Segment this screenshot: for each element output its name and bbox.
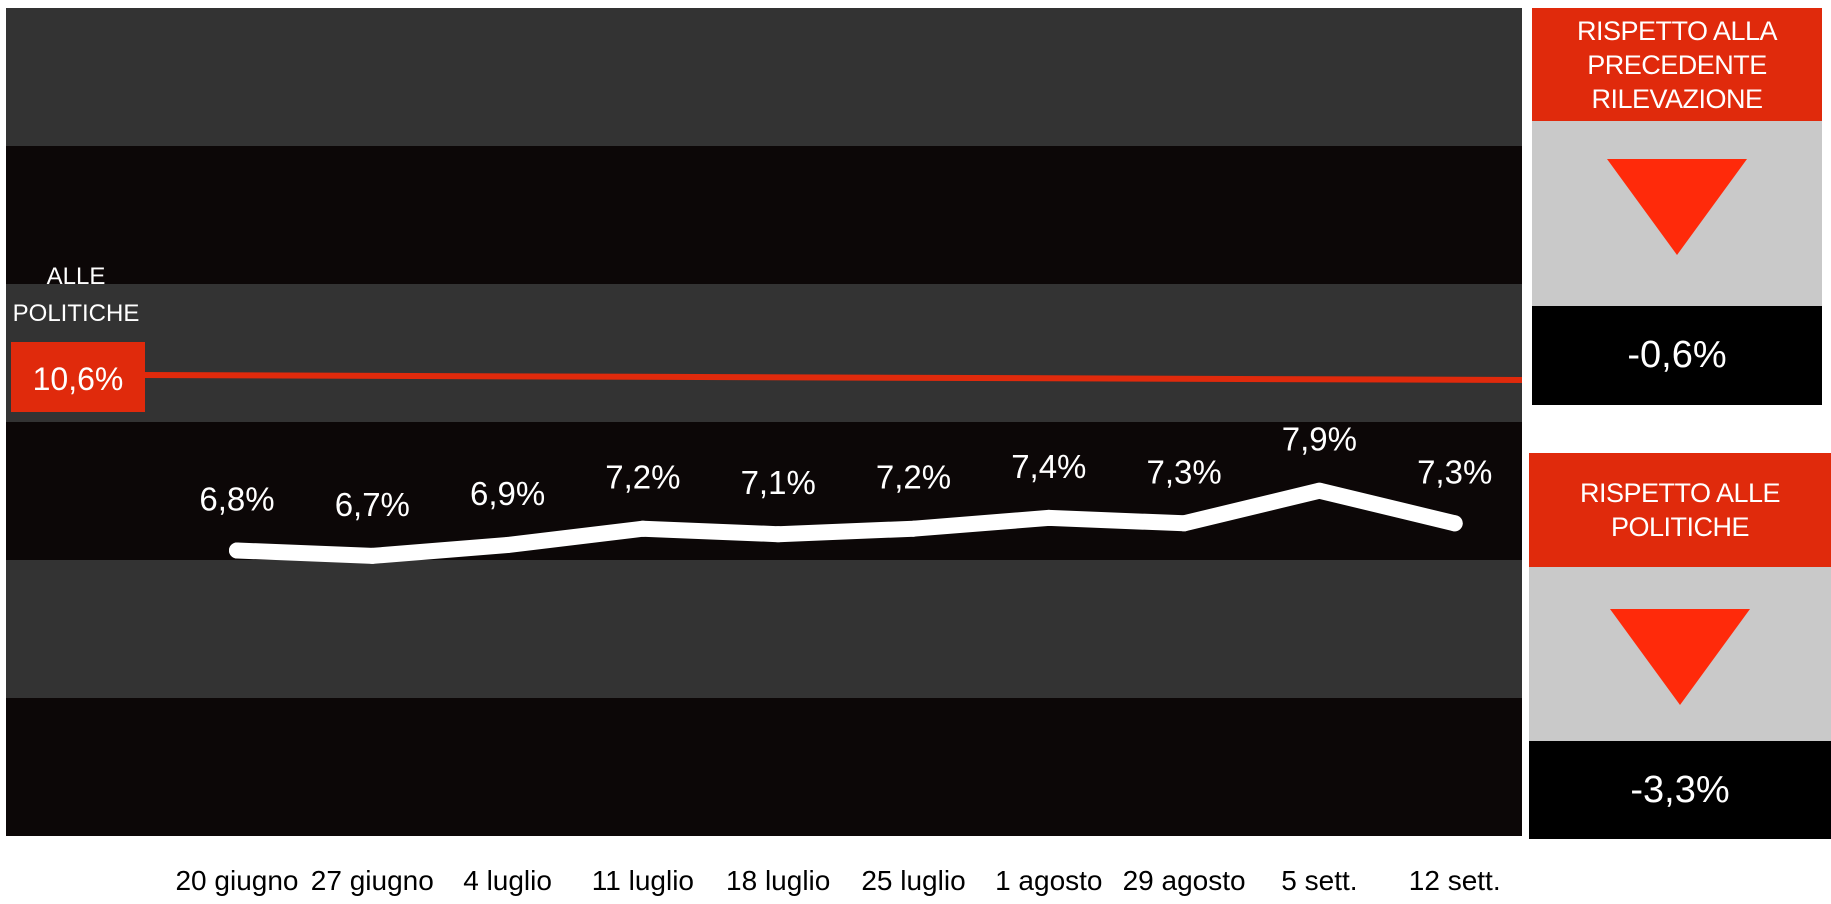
band (6, 8, 1522, 146)
x-tick-label: 27 giugno (311, 865, 434, 896)
data-label: 7,3% (1417, 453, 1492, 490)
reference-caption: ALLE (47, 263, 106, 290)
x-tick-label: 1 agosto (995, 865, 1102, 896)
data-label: 7,9% (1282, 421, 1357, 458)
series-group: 6,8% 6,7% 6,9% 7,2% 7,1% 7,2% 7,4% 7,3% 7,9% 7,3% (199, 421, 1492, 564)
data-label: 7,3% (1146, 453, 1221, 490)
data-label: 7,4% (1011, 448, 1086, 485)
reference-caption: POLITICHE (13, 300, 140, 327)
x-tick-label: 18 luglio (726, 865, 830, 896)
band (6, 698, 1522, 836)
panel-title-line: RISPETTO ALLA (1576, 15, 1778, 46)
data-point (1176, 515, 1193, 532)
data-point (1311, 482, 1328, 499)
panel-indicator-previous (1532, 121, 1822, 306)
reference-value-label: 10,6% (33, 361, 124, 397)
data-label: 7,1% (741, 464, 816, 501)
series-line (229, 482, 1463, 564)
x-tick-label: 25 luglio (861, 865, 965, 896)
panel-indicator-politiche (1529, 567, 1831, 741)
x-tick-label: 11 luglio (592, 865, 694, 896)
panel-title-line: PRECEDENTE RILEVAZIONE (1587, 49, 1767, 114)
down-triangle-icon (1607, 159, 1747, 255)
delta-value: -3,3% (1630, 768, 1730, 811)
band (6, 146, 1522, 284)
data-label: 6,8% (199, 480, 274, 517)
data-point (905, 520, 922, 537)
data-point (1040, 509, 1057, 526)
x-tick-label: 4 luglio (463, 865, 552, 896)
data-point (364, 547, 381, 564)
x-tick-label: 20 giugno (175, 865, 298, 896)
reference-label-box (11, 342, 145, 412)
panel-header-politiche: RISPETTO ALLE POLITICHE (1529, 453, 1831, 567)
band (6, 560, 1522, 698)
data-point (499, 537, 516, 554)
x-tick-label: 12 sett. (1409, 865, 1501, 896)
panel-header-previous: RISPETTO ALLA PRECEDENTE RILEVAZIONE (1532, 8, 1822, 121)
band (6, 284, 1522, 422)
x-tick-label: 29 agosto (1123, 865, 1246, 896)
x-axis-labels: 20 giugno 27 giugno 4 luglio 11 luglio 18 lu… (175, 865, 1500, 896)
data-label: 6,7% (335, 486, 410, 523)
data-label: 7,2% (876, 459, 951, 496)
x-tick-label: 5 sett. (1281, 865, 1357, 896)
data-point (1446, 515, 1463, 532)
panel-value-politiche: -3,3% (1529, 741, 1831, 839)
reference-line-group: 10,6% ALLE POLITICHE (11, 263, 1523, 412)
panel-title-line: RISPETTO ALLE POLITICHE (1579, 478, 1781, 542)
data-label: 7,2% (605, 459, 680, 496)
data-point (634, 520, 651, 537)
delta-value: -0,6% (1627, 334, 1727, 376)
data-label: 6,9% (470, 475, 545, 512)
down-triangle-icon (1610, 609, 1750, 705)
panel-value-previous: -0,6% (1532, 306, 1822, 405)
reference-line (139, 372, 1523, 383)
background-bands (6, 8, 1522, 836)
data-point (770, 526, 787, 543)
data-point (229, 542, 245, 559)
